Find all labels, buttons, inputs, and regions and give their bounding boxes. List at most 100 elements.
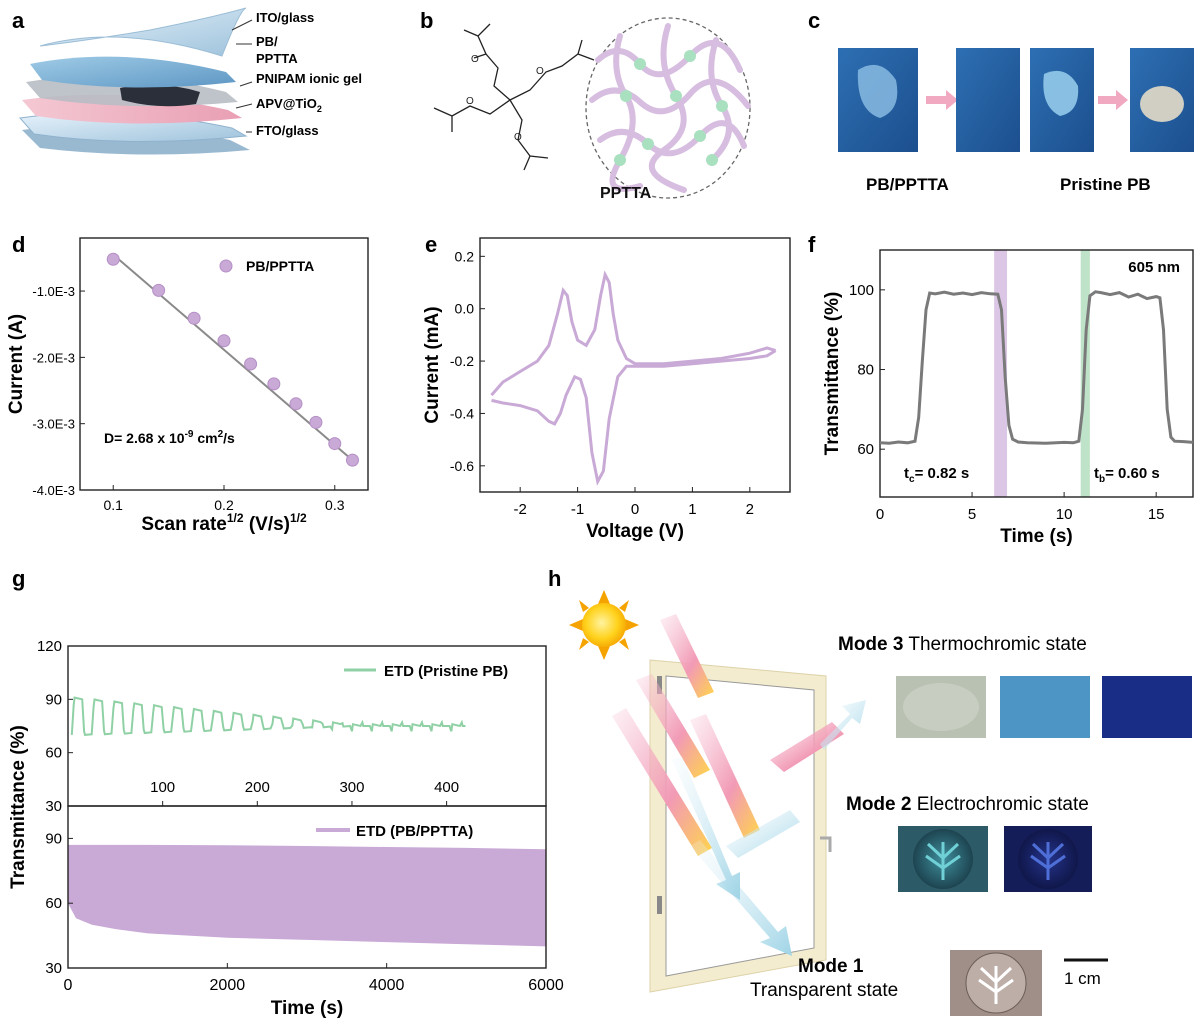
pb-pptta-trace-area: [68, 844, 546, 947]
y-tick-label: 100: [849, 282, 874, 299]
x-tick-label: 15: [1148, 506, 1165, 523]
svg-text:O: O: [466, 96, 474, 107]
svg-text:O: O: [514, 132, 522, 143]
legend-label: ETD (PB/PPTTA): [356, 823, 473, 840]
window-handle: [820, 836, 832, 852]
tb-main: t: [1094, 465, 1099, 482]
x-tick-label: 2: [746, 501, 754, 518]
y-tick-label: 90: [45, 691, 62, 708]
sun-disc: [582, 603, 626, 647]
y-tick-label: 60: [857, 441, 874, 458]
x-tick-label: 200: [245, 779, 270, 796]
sun-icon: [569, 590, 639, 660]
annotation-tail: /s: [223, 430, 235, 446]
x-tick-label: 1: [688, 501, 696, 518]
hinge: [657, 676, 662, 694]
emblem-icon: [925, 842, 961, 880]
annotation-exp: -9: [185, 429, 194, 440]
label-pptta: PPTTA: [256, 51, 298, 66]
pptta-molecule: O O O O: [433, 23, 595, 171]
x-axis-label: Time (s): [1000, 526, 1073, 547]
panel-letter-e: e: [425, 232, 437, 257]
x-tick-label: -2: [514, 501, 527, 518]
panel-letter-g: g: [12, 566, 25, 591]
emblem-icon: [978, 966, 1014, 1004]
data-point: [309, 415, 323, 429]
photo-pb-pptta-dry: [956, 48, 1020, 152]
y-tick-label: 30: [45, 798, 62, 815]
emblem-icon: [1030, 842, 1066, 880]
mode1-subtitle: Transparent state: [750, 980, 898, 1001]
panel-letter-d: d: [12, 232, 25, 257]
chart-d-frame: [79, 237, 369, 491]
x-tick-label: 0: [631, 501, 639, 518]
ito-glass-layer: [39, 7, 247, 57]
y-tick-label: 120: [37, 638, 62, 655]
mode3-title: Mode 3 Thermochromic state: [838, 634, 1087, 655]
panel-a-device-stack: ITO/glass PB/ PPTTA PNIPAM ionic gel APV…: [19, 7, 362, 155]
y-axis-label: Current (A): [6, 314, 27, 414]
chart-g: 100 200 300 400 120 90 60 30 ETD (Pristine PB) 0 2…: [8, 638, 564, 1019]
x-tick-label: 5: [968, 506, 976, 523]
chart-e: -2 -1 0 1 2 0.2 0.0 -0.2 -0.4 -0.6 Voltage (V) Curr…: [422, 237, 791, 542]
annotation-diffusion: D= 2.68 x 10-9 cm2/s: [104, 429, 235, 446]
data-point: [217, 334, 231, 348]
panel-letters: a b c d e f g h: [12, 8, 820, 591]
data-point: [345, 453, 359, 467]
x-axis-sup: 1/2: [227, 511, 244, 525]
x-axis-mid: (V/s): [244, 514, 290, 535]
data-point: [187, 311, 201, 325]
x-tick-label: 100: [150, 779, 175, 796]
crosslink-nodes: [614, 50, 728, 166]
panel-letter-f: f: [808, 232, 816, 257]
x-tick-label: 2000: [210, 977, 246, 994]
y-axis-label: Transmittance (%): [822, 292, 843, 456]
scale-label: 1 cm: [1064, 969, 1101, 988]
x-tick-label: 0: [876, 506, 884, 523]
svg-text:O: O: [536, 66, 544, 77]
tc-sub: c: [909, 474, 915, 485]
panel-h-window: Mode 3 Thermochromic state Mode 2 Electr…: [569, 590, 1192, 1016]
wavelength-label: 605 nm: [1128, 259, 1180, 276]
y-tick-label: -3.0E-3: [32, 417, 75, 432]
data-point: [152, 283, 166, 297]
transmitted-arrows: [672, 700, 866, 956]
annotation-unit-exp: 2: [218, 429, 224, 440]
legend-label: PB/PPTTA: [246, 258, 314, 274]
label-pb: PB/: [256, 34, 278, 49]
x-axis-main: Scan rate: [141, 514, 227, 535]
chart-g-bottom-frame: [67, 805, 547, 969]
label-ito-glass: ITO/glass: [256, 10, 314, 25]
polymer-chains: [589, 23, 751, 193]
label-fto-glass: FTO/glass: [256, 123, 319, 138]
annotation-main: D= 2.68 x 10: [104, 430, 185, 446]
mode2-title: Mode 2 Electrochromic state: [846, 794, 1089, 815]
y-tick-label: -0.6: [450, 458, 474, 474]
y-tick-label: 0.0: [455, 301, 475, 317]
x-tick-label: 300: [339, 779, 364, 796]
legend-label: ETD (Pristine PB): [384, 663, 508, 680]
tc-main: t: [904, 465, 909, 482]
x-axis-sup: 1/2: [290, 511, 307, 525]
x-axis-label: Scan rate1/2 (V/s)1/2: [141, 511, 307, 535]
x-tick-label: 400: [434, 779, 459, 796]
x-tick-label: 0.2: [214, 497, 234, 513]
tc-value: = 0.82 s: [915, 465, 970, 482]
x-axis-label: Voltage (V): [586, 521, 684, 542]
label-pnipam: PNIPAM ionic gel: [256, 71, 362, 86]
data-point: [244, 357, 258, 371]
hinge: [657, 896, 662, 914]
y-axis-label: Current (mA): [422, 306, 443, 423]
annotation-unit: cm: [193, 430, 217, 446]
panel-letter-a: a: [12, 8, 25, 33]
label-pristine-pb: Pristine PB: [1060, 175, 1151, 194]
x-axis-label: Time (s): [271, 998, 344, 1019]
y-tick-label: 60: [45, 895, 62, 912]
x-tick-label: -1: [571, 501, 584, 518]
x-tick-label: 6000: [528, 977, 564, 994]
y-tick-label: -0.4: [450, 405, 474, 421]
pb-pptta-layer: [30, 56, 236, 88]
panel-letter-h: h: [548, 566, 561, 591]
data-point: [267, 377, 281, 391]
